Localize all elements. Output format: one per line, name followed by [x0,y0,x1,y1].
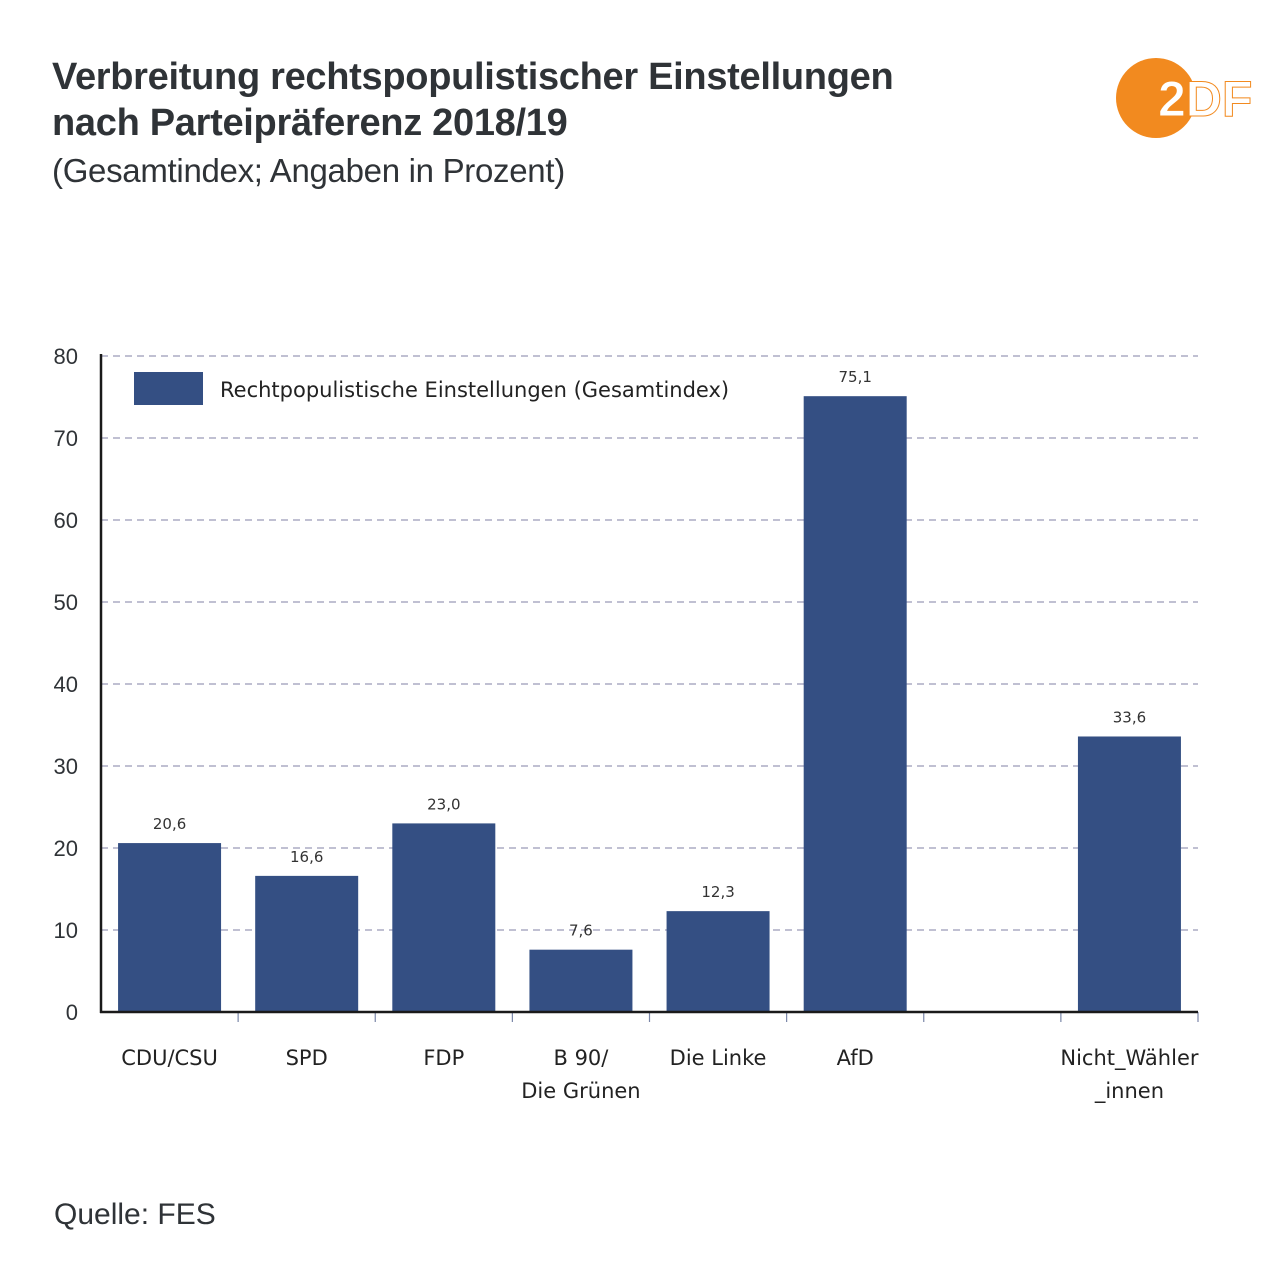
value-label: 75,1 [838,368,871,386]
chart-subtitle: (Gesamtindex; Angaben in Prozent) [52,152,565,189]
x-axis-labels: CDU/CSU SPD FDP B 90/Die Grünen Die Linke AfD… [121,1046,1199,1104]
y-tick-label: 30 [54,754,78,779]
bars [118,396,1181,1012]
value-labels: 20,6 16,6 23,0 7,6 12,3 75,1 33,6 [153,368,1146,940]
gridlines [101,355,1198,931]
y-tick-label: 20 [54,836,78,861]
chart-title: Verbreitung rechtspopulistischer Einstel… [52,54,894,146]
y-axis-ticks: 0 10 20 30 40 50 60 70 80 [54,344,78,1025]
source-note: Quelle: FES [54,1198,216,1231]
x-tick-label: Die Linke [670,1046,767,1070]
zdf-logo-text: 2DF [1158,71,1252,127]
zdf-logo-circle [1116,58,1196,138]
x-tick-label: AfD [837,1046,874,1070]
value-label: 16,6 [290,848,323,866]
bar [255,875,359,1012]
x-tick-label: _innen [1094,1079,1164,1104]
bar [118,843,222,1012]
value-label: 20,6 [153,815,186,833]
y-tick-label: 10 [54,918,78,943]
y-tick-label: 0 [66,1000,78,1025]
y-tick-label: 80 [54,344,78,369]
legend-swatch [134,372,203,405]
x-tick-label: FDP [423,1046,464,1070]
title-line-1: Verbreitung rechtspopulistischer Einstel… [52,56,894,98]
y-tick-label: 70 [54,426,78,451]
y-tick-label: 40 [54,672,78,697]
value-label: 12,3 [701,883,734,901]
axes [99,354,1199,1022]
x-tick-label: Nicht_Wähler [1060,1046,1198,1071]
title-line-2: nach Parteipräferenz 2018/19 [52,102,568,144]
x-tick-label: CDU/CSU [121,1046,218,1070]
bar [529,949,633,1012]
legend: Rechtpopulistische Einstellungen (Gesamt… [134,372,729,405]
value-label: 23,0 [427,795,460,813]
value-label: 7,6 [569,922,593,940]
legend-label: Rechtpopulistische Einstellungen (Gesamt… [220,378,729,402]
bar [803,396,907,1012]
bar [392,823,496,1012]
bar [1077,736,1181,1012]
value-label: 33,6 [1113,708,1146,726]
x-tick-label: B 90/ [553,1046,609,1070]
bar [666,911,770,1012]
x-tick-label: SPD [286,1046,328,1070]
y-tick-label: 60 [54,508,78,533]
y-tick-label: 50 [54,590,78,615]
zdf-logo: 2DF [1116,58,1253,138]
x-tick-label: Die Grünen [521,1079,640,1103]
